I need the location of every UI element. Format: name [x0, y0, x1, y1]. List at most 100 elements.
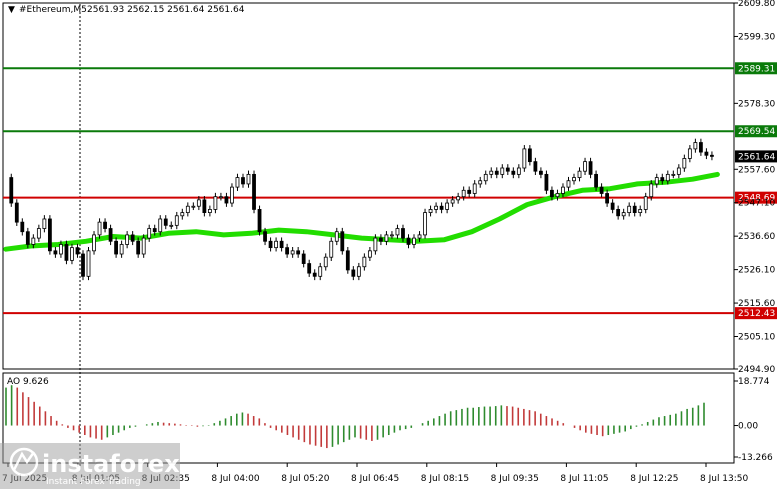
candle: [550, 186, 554, 201]
candle: [59, 240, 63, 258]
candle: [494, 167, 499, 179]
price-axis: 2609.80 2599.30 2578.30 2557.60 2547.10 2536.…: [734, 0, 775, 375]
candle: [704, 148, 709, 160]
candle: [671, 170, 676, 179]
candle: [14, 199, 19, 226]
candle: [643, 192, 648, 214]
candle: [505, 164, 510, 176]
candle: [263, 227, 267, 246]
candle: [296, 247, 301, 258]
candle: [566, 176, 571, 191]
candle: [555, 189, 560, 201]
candle: [108, 224, 113, 246]
candle: [428, 205, 433, 217]
candle: [20, 218, 25, 236]
ao-pane-frame: [2, 372, 735, 464]
candle: [544, 170, 549, 195]
candle: [213, 192, 218, 214]
candle: [257, 205, 262, 236]
candle: [86, 247, 91, 281]
candle: [47, 215, 52, 255]
candle: [312, 269, 317, 281]
time-tick-label: 8 Jul 13:50: [700, 474, 749, 484]
candle: [97, 218, 102, 239]
candle: [130, 231, 135, 246]
level-price-label: 2548.69: [738, 194, 775, 204]
candle: [610, 199, 615, 214]
candle: [103, 218, 107, 233]
time-tick-label: 8 Jul 04:00: [211, 474, 260, 484]
watermark-tagline: Instant Forex Trading: [46, 477, 141, 487]
candle: [53, 247, 58, 258]
candle: [616, 205, 621, 220]
ao-histogram: [5, 385, 705, 449]
candle: [401, 224, 405, 242]
time-tick-label: 8 Jul 06:45: [351, 474, 399, 484]
candle: [31, 234, 36, 249]
candle: [417, 231, 422, 242]
current-price-tag: [735, 150, 777, 163]
candle: [180, 208, 185, 220]
candle: [136, 237, 141, 258]
candle: [605, 189, 610, 207]
candle: [373, 234, 378, 255]
candle: [246, 170, 251, 188]
candle: [539, 167, 543, 179]
candle: [119, 240, 124, 258]
candle: [478, 176, 483, 188]
candle: [219, 192, 223, 201]
candle: [367, 247, 372, 262]
ao-tick-label: 18.774: [738, 377, 770, 387]
header-arrow-icon: ▼: [8, 5, 15, 15]
candle: [362, 253, 367, 271]
time-tick-label: 8 Jul 12:25: [630, 474, 678, 484]
candle: [279, 237, 284, 252]
candle: [423, 208, 427, 239]
instaforex-watermark: instaforex Instant Forex Trading: [0, 443, 180, 489]
candle: [64, 240, 69, 265]
candle: [345, 247, 350, 274]
candle: [301, 250, 306, 268]
candle: [379, 234, 383, 246]
price-tick-label: 2536.60: [738, 232, 775, 242]
candle: [70, 243, 74, 265]
header-ohlc: 2561.93 2562.15 2561.64 2561.64: [87, 5, 245, 15]
candle: [445, 199, 450, 214]
price-tick-label: 2578.30: [738, 99, 775, 109]
candle: [500, 164, 505, 179]
candle: [621, 208, 626, 220]
candle: [141, 234, 146, 258]
candle: [412, 234, 416, 249]
price-tick-label: 2547.10: [738, 199, 775, 209]
candle: [163, 215, 168, 230]
candle: [511, 167, 516, 179]
level-price-label: 2589.31: [738, 64, 775, 74]
candle: [356, 262, 361, 281]
candle: [235, 173, 240, 191]
candle: [472, 180, 477, 198]
candle: [632, 202, 637, 217]
ao-axis: 18.774 0.00 -13.266: [734, 377, 773, 463]
candle: [594, 170, 598, 191]
time-tick-label: 8 Jul 11:05: [560, 474, 608, 484]
price-tick-label: 2557.60: [738, 165, 775, 175]
level-price-tag: [735, 307, 777, 320]
candle: [599, 183, 604, 198]
candle: [660, 173, 665, 185]
candle: [395, 224, 400, 239]
candle: [676, 164, 681, 179]
price-tick-label: 2515.60: [738, 299, 775, 309]
candle: [329, 237, 334, 262]
level-price-label: 2569.54: [738, 127, 775, 137]
candle: [36, 224, 41, 242]
price-tick-label: 2599.30: [738, 32, 775, 42]
candle: [489, 167, 494, 179]
watermark-brand: instaforex: [42, 450, 180, 478]
instaforex-logo-icon: [9, 447, 39, 477]
candle: [654, 173, 659, 188]
time-tick-label: 8 Jul 05:20: [281, 474, 330, 484]
ao-header: AO 9.626: [7, 377, 49, 387]
candle: [638, 205, 643, 217]
